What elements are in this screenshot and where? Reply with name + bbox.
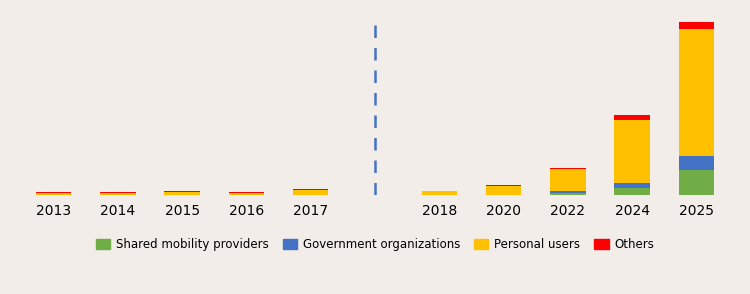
Bar [550, 191, 586, 193]
Bar [100, 193, 136, 195]
Bar [614, 115, 650, 120]
Bar [164, 191, 200, 192]
Bar [679, 22, 714, 29]
Bar [422, 191, 457, 195]
Bar [486, 186, 521, 195]
Bar [679, 29, 714, 156]
Bar [229, 192, 264, 193]
Bar [550, 193, 586, 195]
Bar [614, 188, 650, 195]
Bar [614, 183, 650, 188]
Bar [164, 192, 200, 195]
Bar [550, 169, 586, 191]
Legend: Shared mobility providers, Government organizations, Personal users, Others: Shared mobility providers, Government or… [91, 233, 659, 256]
Bar [100, 192, 136, 193]
Bar [229, 193, 264, 195]
Bar [614, 120, 650, 183]
Bar [36, 193, 71, 195]
Bar [293, 189, 328, 190]
Bar [293, 190, 328, 195]
Bar [486, 185, 521, 186]
Bar [550, 168, 586, 169]
Bar [679, 170, 714, 195]
Bar [679, 156, 714, 170]
Bar [36, 192, 71, 193]
